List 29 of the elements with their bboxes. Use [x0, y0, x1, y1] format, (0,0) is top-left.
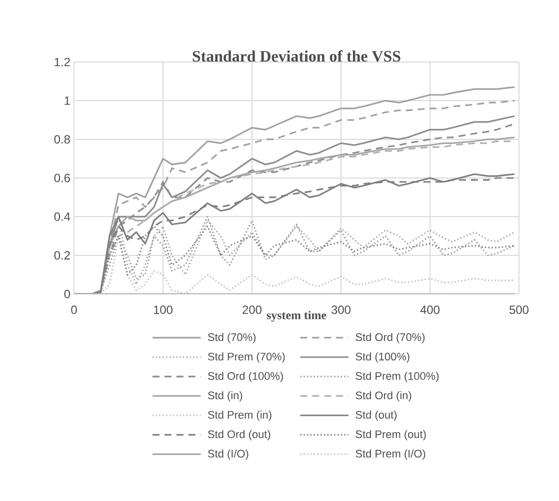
x-tick-label: 500 [510, 306, 529, 314]
legend-label: Std Prem (out) [356, 430, 426, 440]
y-tick-label: 0.6 [54, 174, 70, 182]
y-tick-label: 0.4 [54, 212, 70, 221]
legend-label: Std (out) [356, 410, 397, 421]
y-tick-label: 0.8 [54, 135, 70, 144]
x-tick-label: 400 [420, 306, 440, 314]
x-tick-label: 0 [71, 306, 77, 314]
legend-label: Std (70%) [208, 332, 256, 344]
chart-title: Standard Deviation of the VSS [192, 50, 400, 62]
legend-label: Std (in) [208, 391, 242, 402]
legend-label: Std Prem (70%) [208, 352, 285, 363]
y-tick-label: 0.2 [54, 251, 70, 260]
x-tick-label: 200 [242, 306, 262, 314]
legend-label: Std Ord (70%) [356, 332, 425, 344]
y-tick-label: 1.2 [54, 58, 70, 66]
x-tick-label: 100 [154, 306, 173, 314]
y-tick-label: 1 [64, 96, 70, 105]
legend-label: Std Ord (in) [356, 391, 412, 402]
legend-label: Std Prem (in) [208, 410, 272, 421]
legend-label: Std Prem (100%) [356, 372, 439, 382]
y-tick-label: 0 [64, 290, 70, 298]
legend-label: Std Ord (100%) [208, 372, 283, 382]
legend-label: Std Prem (I/O) [356, 450, 426, 460]
x-tick-label: 300 [331, 306, 351, 314]
legend-label: Std (I/O) [208, 450, 248, 460]
legend-label: Std Ord (out) [208, 430, 270, 440]
x-axis-title: system time [266, 310, 326, 322]
legend-label: Std (100%) [356, 352, 410, 363]
